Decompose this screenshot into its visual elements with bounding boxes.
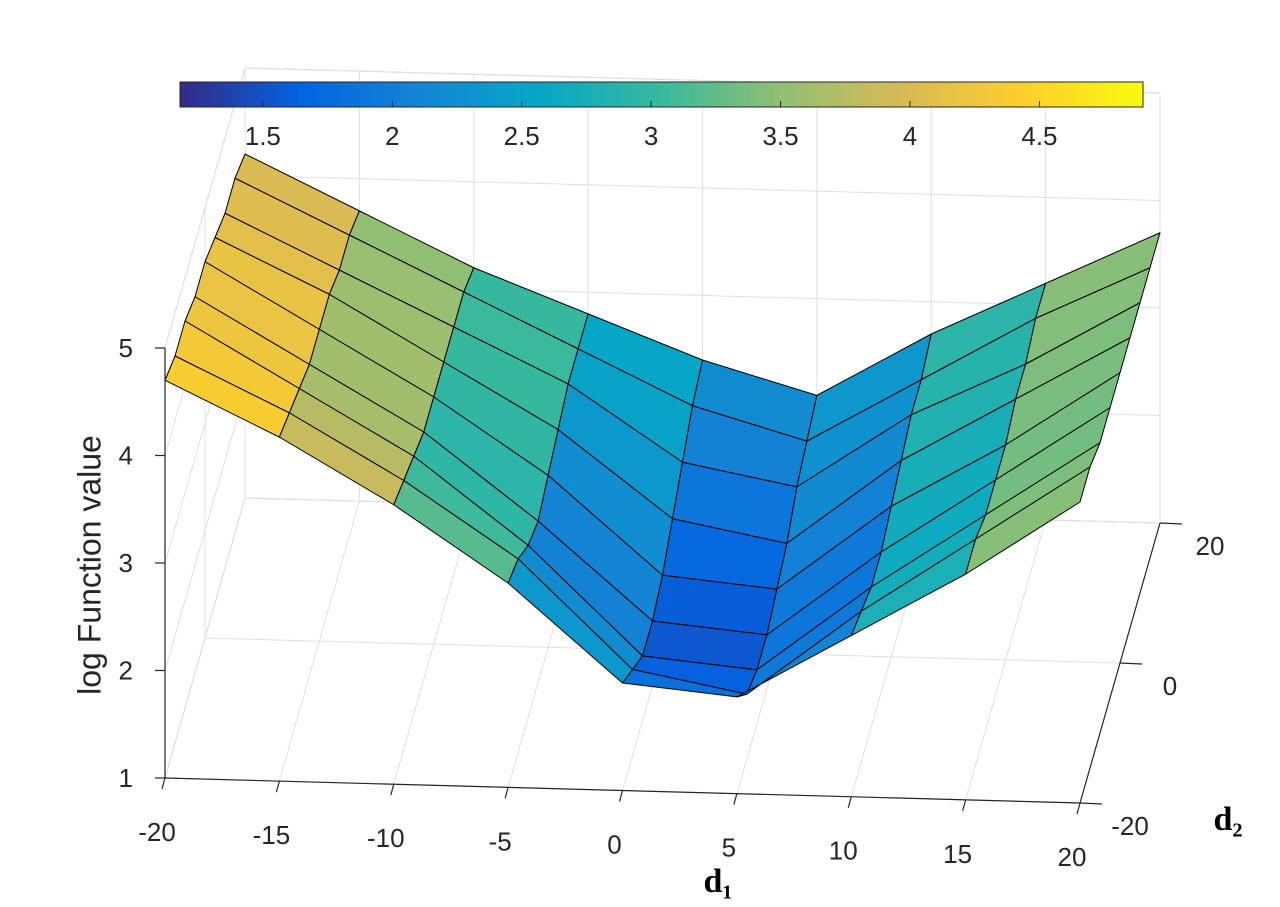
colorbar-tick-label: 2.5 bbox=[504, 121, 540, 151]
z-tick-label: 2 bbox=[119, 655, 133, 685]
grid-line bbox=[244, 175, 1161, 201]
x-axis-label: d₁ bbox=[703, 863, 732, 900]
y-tick-label: 20 bbox=[1196, 531, 1225, 561]
colorbar-tick-label: 2 bbox=[385, 121, 399, 151]
x-tick-label: 10 bbox=[829, 836, 858, 866]
tick-mark bbox=[275, 780, 280, 793]
x-tick-label: 5 bbox=[722, 833, 736, 863]
tick-mark bbox=[962, 799, 967, 812]
z-tick-label: 5 bbox=[119, 333, 133, 363]
colorbar-tick-label: 1.5 bbox=[245, 121, 281, 151]
y-axis-label: d₂ bbox=[1213, 801, 1242, 838]
tick-mark bbox=[1119, 662, 1143, 665]
colorbar-tick-label: 3 bbox=[644, 121, 658, 151]
x-tick-label: -20 bbox=[138, 817, 176, 847]
x-tick-label: -10 bbox=[367, 823, 405, 853]
tick-mark bbox=[1079, 802, 1103, 805]
tick-mark bbox=[161, 777, 166, 790]
tick-mark bbox=[390, 784, 395, 796]
tick-mark bbox=[1076, 802, 1081, 815]
z-tick-label: 3 bbox=[119, 548, 133, 578]
y-tick-label: -20 bbox=[1111, 811, 1149, 841]
tick-mark bbox=[1159, 522, 1183, 525]
x-tick-label: -15 bbox=[253, 820, 291, 850]
x-tick-label: 0 bbox=[607, 829, 621, 859]
colorbar bbox=[179, 81, 1144, 108]
colorbar-tick-label: 4.5 bbox=[1021, 121, 1057, 151]
x-tick-label: -5 bbox=[489, 826, 512, 856]
tick-mark bbox=[504, 787, 509, 799]
z-tick-label: 4 bbox=[119, 440, 133, 470]
x-tick-label: 15 bbox=[943, 839, 972, 869]
tick-mark bbox=[847, 796, 852, 808]
colorbar-tick-label: 3.5 bbox=[763, 121, 799, 151]
grid-line bbox=[164, 390, 246, 671]
z-tick-label: 1 bbox=[119, 763, 133, 793]
surface-patch bbox=[965, 466, 1091, 575]
z-axis-label: log Function value bbox=[71, 435, 107, 695]
colorbar-tick-label: 4 bbox=[903, 121, 917, 151]
x-tick-label: 20 bbox=[1058, 842, 1087, 872]
grid-line bbox=[164, 67, 246, 349]
tick-mark bbox=[733, 793, 738, 805]
grid-line bbox=[164, 497, 246, 779]
tick-mark bbox=[618, 790, 624, 802]
y-tick-label: 0 bbox=[1163, 671, 1177, 701]
